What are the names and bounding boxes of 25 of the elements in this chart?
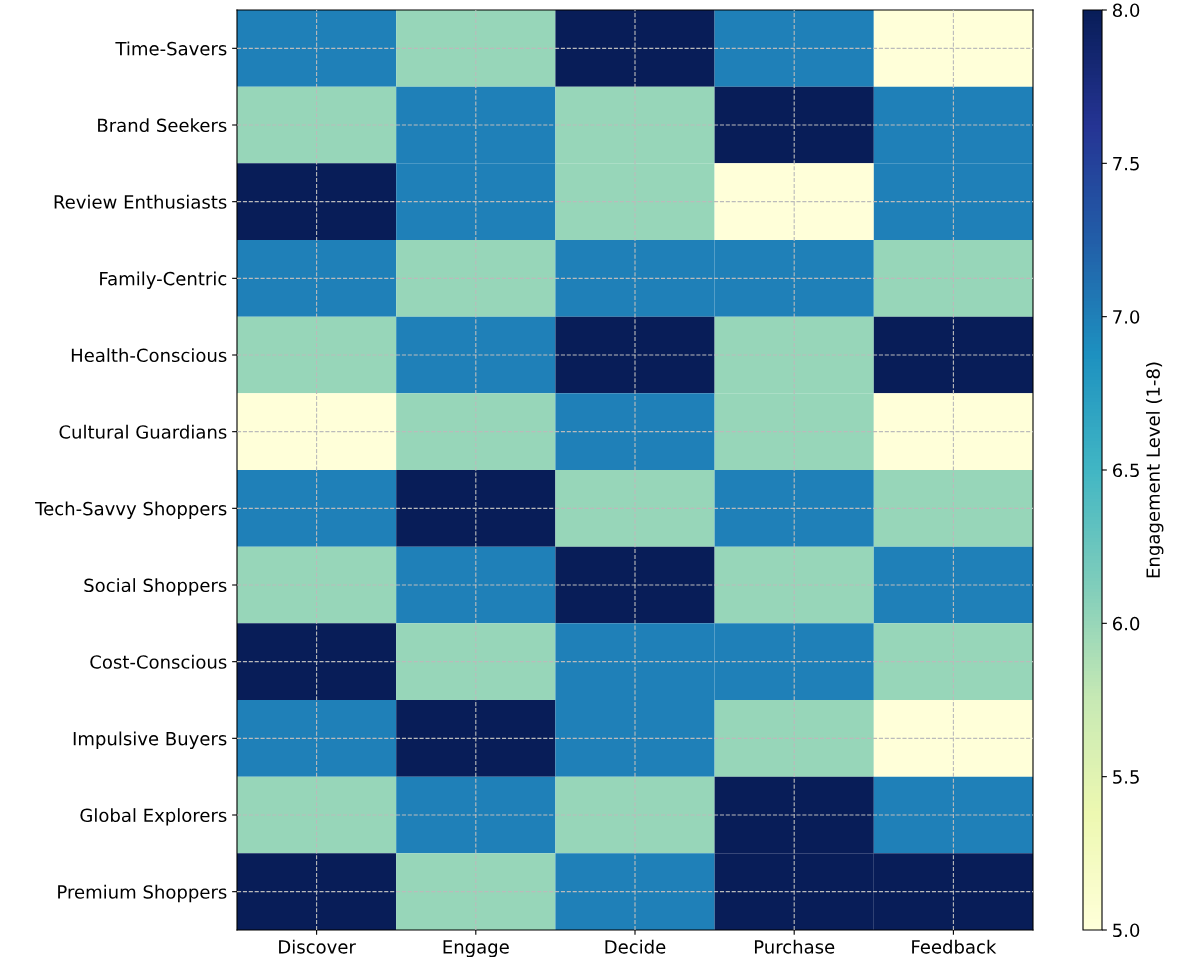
y-tick-label: Cultural Guardians	[59, 424, 227, 439]
x-tick-label: Feedback	[912, 939, 997, 954]
x-tick-label: Decide	[605, 939, 666, 954]
y-tick-label: Impulsive Buyers	[73, 731, 227, 749]
x-tick-label: Discover	[279, 939, 356, 954]
color-bar-label: 6.5	[1112, 463, 1139, 478]
color-bar-label: 5.0	[1113, 923, 1140, 938]
y-tick-label: Global Explorers	[80, 808, 227, 826]
y-tick-label: Cost-Conscious	[90, 654, 227, 669]
y-tick-label: Review Enthusiasts	[54, 194, 227, 209]
color-bar-label: 7.0	[1113, 310, 1140, 324]
color-bar-label: 5.5	[1113, 770, 1139, 784]
x-tick-label: Engage	[443, 940, 509, 957]
y-tick-label: Tech-Savvy Shoppers	[35, 501, 227, 519]
color-bar-label: 7.5	[1113, 157, 1139, 171]
y-tick-label: Family-Centric	[100, 271, 227, 289]
y-tick-label: Time-Savers	[115, 41, 227, 56]
color-bar-label: 6.0	[1112, 616, 1140, 631]
x-tick-label: Purchase	[754, 939, 835, 954]
y-tick-label: Brand Seekers	[98, 118, 227, 133]
color-bar-label: 8.0	[1112, 3, 1140, 18]
y-tick-label: Health-Conscious	[71, 348, 227, 363]
color-bar-title: Engagement Level (1-8)	[1145, 362, 1164, 578]
y-tick-label: Social Shoppers	[84, 578, 227, 596]
y-tick-label: Premium Shoppers	[58, 884, 227, 903]
